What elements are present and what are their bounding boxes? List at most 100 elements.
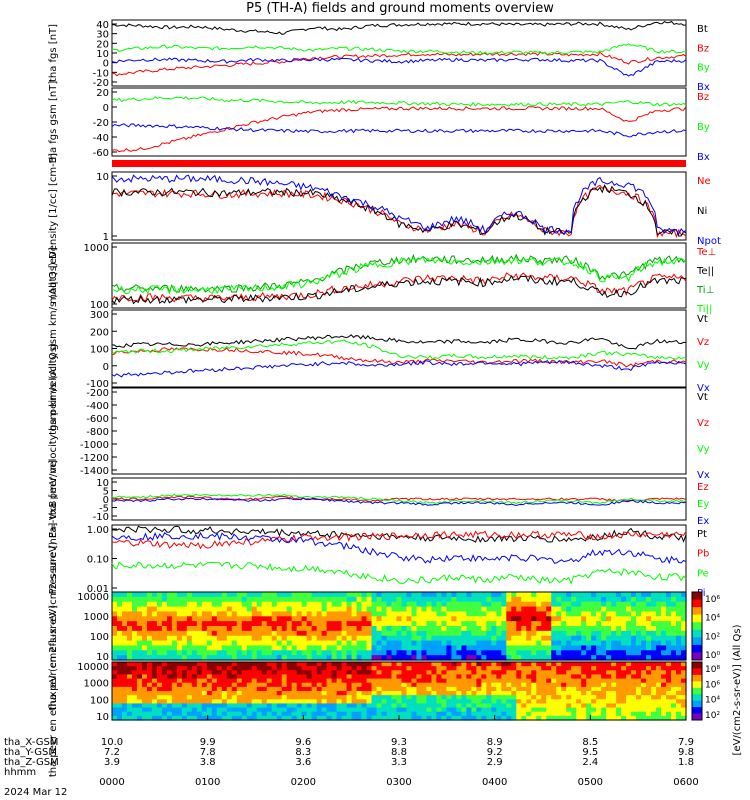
spectrogram-cell: [656, 695, 662, 700]
spectrogram-cell: [211, 703, 218, 709]
spectrogram-cell: [591, 650, 597, 656]
spectrogram-cell: [406, 691, 413, 696]
spectrogram-cell: [516, 678, 522, 684]
spectrogram-cell: [441, 592, 448, 598]
spectrogram-cell: [326, 630, 333, 637]
spectrogram-cell: [556, 621, 562, 627]
spectrogram-cell: [486, 621, 492, 627]
spectrogram-cell: [216, 601, 223, 608]
spectrogram-cell: [406, 596, 413, 603]
spectrogram-cell: [276, 662, 283, 667]
spectrogram-cell: [496, 592, 502, 598]
spectrogram-cell: [486, 596, 492, 603]
spectrogram-cell: [581, 621, 587, 627]
spectrogram-cell: [676, 601, 682, 608]
spectrogram-cell: [436, 678, 443, 684]
spectrogram-cell: [666, 601, 672, 608]
spectrogram-cell: [191, 695, 198, 700]
spectrogram-cell: [166, 606, 173, 613]
spectrogram-cell: [346, 691, 353, 696]
spectrogram-cell: [351, 592, 358, 598]
spectrogram-cell: [601, 630, 607, 637]
spectrogram-cell: [251, 666, 258, 671]
spectrogram-cell: [181, 596, 188, 603]
spectrogram-cell: [586, 635, 592, 642]
spectrogram-cell: [346, 655, 353, 661]
spectrogram-cell: [226, 645, 233, 651]
spectrogram-cell: [416, 691, 423, 696]
spectrogram-cell: [141, 606, 148, 613]
spectrogram-cell: [576, 606, 582, 613]
spectrogram-cell: [376, 592, 383, 598]
spectrogram-cell: [281, 616, 288, 622]
spectrogram-cell: [141, 678, 148, 684]
spectrogram-cell: [606, 699, 612, 705]
spectrogram-cell: [311, 592, 318, 598]
spectrogram-cell: [671, 655, 677, 661]
spectrogram-cell: [361, 601, 368, 608]
spectrogram-cell: [441, 650, 448, 656]
spectrogram-cell: [281, 699, 288, 705]
spectrogram-cell: [601, 699, 607, 705]
spectrogram-cell: [391, 635, 398, 642]
spectrogram-cell: [651, 678, 657, 684]
spectrogram-cell: [386, 655, 393, 661]
spectrogram-cell: [501, 678, 507, 684]
spectrogram-cell: [376, 666, 383, 671]
spectrogram-cell: [486, 691, 492, 696]
spectrogram-cell: [371, 601, 378, 608]
spectrogram-cell: [506, 686, 512, 692]
spectrogram-cell: [316, 596, 323, 603]
spectrogram-cell: [226, 616, 233, 622]
spectrogram-cell: [476, 611, 482, 617]
spectrogram-cell: [506, 596, 512, 603]
spectrogram-cell: [366, 670, 373, 676]
spectrogram-cell: [451, 678, 457, 684]
spectrogram-cell: [181, 711, 188, 717]
spectrogram-cell: [676, 611, 682, 617]
spectrogram-cell: [186, 703, 193, 709]
spectrogram-cell: [361, 611, 368, 617]
spectrogram-cell: [126, 611, 133, 617]
spectrogram-cell: [376, 596, 383, 603]
spectrogram-cell: [241, 707, 248, 713]
spectrogram-cell: [536, 674, 542, 680]
spectrogram-cell: [371, 635, 378, 642]
spectrogram-cell: [112, 686, 118, 692]
spectrogram-cell: [196, 626, 203, 632]
spectrogram-cell: [471, 621, 477, 627]
ytick-label: -20: [93, 118, 109, 129]
spectrogram-cell: [216, 711, 223, 717]
spectrogram-cell: [196, 662, 203, 667]
spectrogram-cell: [366, 707, 373, 713]
spectrogram-cell: [146, 596, 153, 603]
spectrogram-cell: [112, 640, 118, 647]
spectrogram-cell: [236, 645, 243, 651]
footer-value: 8.8: [391, 747, 407, 758]
spectrogram-cell: [131, 606, 138, 613]
spectrogram-cell: [461, 601, 467, 608]
spectrogram-cell: [216, 678, 223, 684]
spectrogram-cell: [631, 592, 637, 598]
spectrogram-cell: [671, 670, 677, 676]
spectrogram-cell: [611, 670, 617, 676]
spectrogram-cell: [391, 601, 398, 608]
spectrogram-cell: [511, 630, 517, 637]
spectrogram-cell: [451, 670, 457, 676]
spectrogram-cell: [571, 695, 577, 700]
spectrogram-cell: [591, 699, 597, 705]
spectrogram-cell: [611, 606, 617, 613]
spectrogram-cell: [221, 626, 228, 632]
spectrogram-cell: [346, 621, 353, 627]
spectrogram-cell: [256, 650, 263, 656]
spectrogram-cell: [151, 707, 158, 713]
spectrogram-cell: [376, 662, 383, 667]
spectrogram-cell: [676, 682, 682, 688]
spectrogram-cell: [216, 611, 223, 617]
spectrogram-cell: [381, 611, 388, 617]
spectrogram-cell: [221, 670, 228, 676]
spectrogram-cell: [341, 640, 348, 647]
spectrogram-cell: [121, 699, 128, 705]
spectrogram-cell: [191, 655, 198, 661]
spectrogram-cell: [291, 686, 298, 692]
